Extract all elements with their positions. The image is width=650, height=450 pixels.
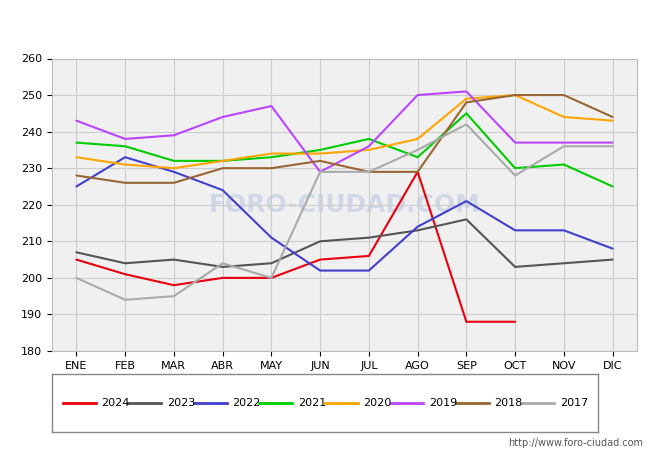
Text: 2019: 2019 [429,398,457,408]
Text: 2023: 2023 [166,398,195,408]
Text: 2020: 2020 [363,398,391,408]
Text: 2017: 2017 [560,398,588,408]
Text: Afiliados en Paniza a 30/11/2024: Afiliados en Paniza a 30/11/2024 [173,14,477,32]
Text: 2022: 2022 [232,398,261,408]
Text: 2021: 2021 [298,398,326,408]
Text: FORO-CIUDAD.COM: FORO-CIUDAD.COM [209,193,480,217]
Text: http://www.foro-ciudad.com: http://www.foro-ciudad.com [508,438,644,448]
Text: 2024: 2024 [101,398,129,408]
Text: 2018: 2018 [494,398,523,408]
